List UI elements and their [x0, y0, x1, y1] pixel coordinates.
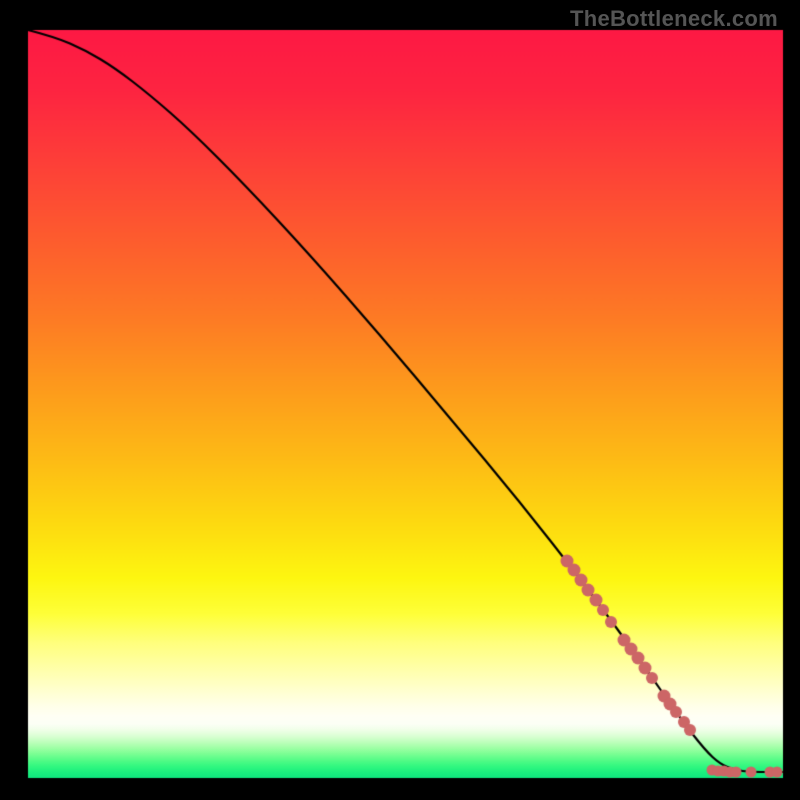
bottleneck-chart: [0, 0, 800, 800]
chart-container: TheBottleneck.com: [0, 0, 800, 800]
watermark-text: TheBottleneck.com: [570, 6, 778, 32]
